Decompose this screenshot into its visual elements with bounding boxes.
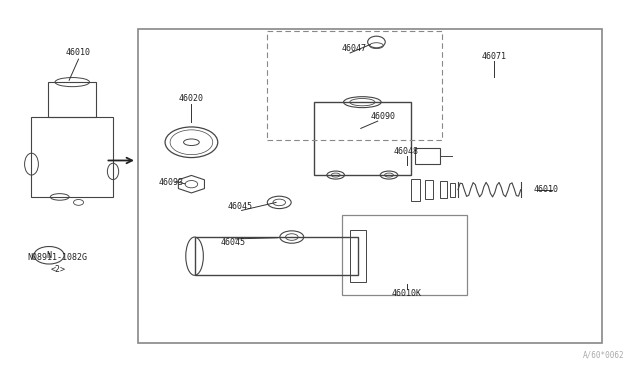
Bar: [451, 183, 456, 196]
Bar: [138, 29, 602, 343]
Bar: [195, 237, 358, 275]
Text: 46047: 46047: [342, 44, 367, 53]
Text: 46048: 46048: [394, 147, 419, 156]
Text: 46090: 46090: [370, 112, 396, 121]
Text: 46045: 46045: [221, 238, 246, 247]
Text: 46020: 46020: [179, 94, 204, 103]
Bar: [314, 102, 411, 175]
Bar: [411, 179, 420, 201]
Bar: [426, 180, 433, 199]
Text: N: N: [47, 251, 52, 260]
Text: 46010: 46010: [533, 185, 558, 194]
Text: 46071: 46071: [482, 52, 507, 61]
Text: 46010K: 46010K: [392, 289, 422, 298]
Bar: [415, 148, 440, 164]
Bar: [440, 182, 447, 198]
Text: 46093: 46093: [158, 178, 183, 187]
Bar: [350, 231, 366, 282]
Text: 46045: 46045: [227, 202, 252, 211]
Bar: [31, 117, 113, 197]
Text: <2>: <2>: [51, 265, 65, 274]
Text: 46010: 46010: [66, 48, 91, 57]
Text: N08911-1082G: N08911-1082G: [28, 253, 88, 262]
Text: A/60*0062: A/60*0062: [582, 350, 624, 359]
Bar: [49, 82, 96, 117]
Bar: [342, 215, 467, 295]
